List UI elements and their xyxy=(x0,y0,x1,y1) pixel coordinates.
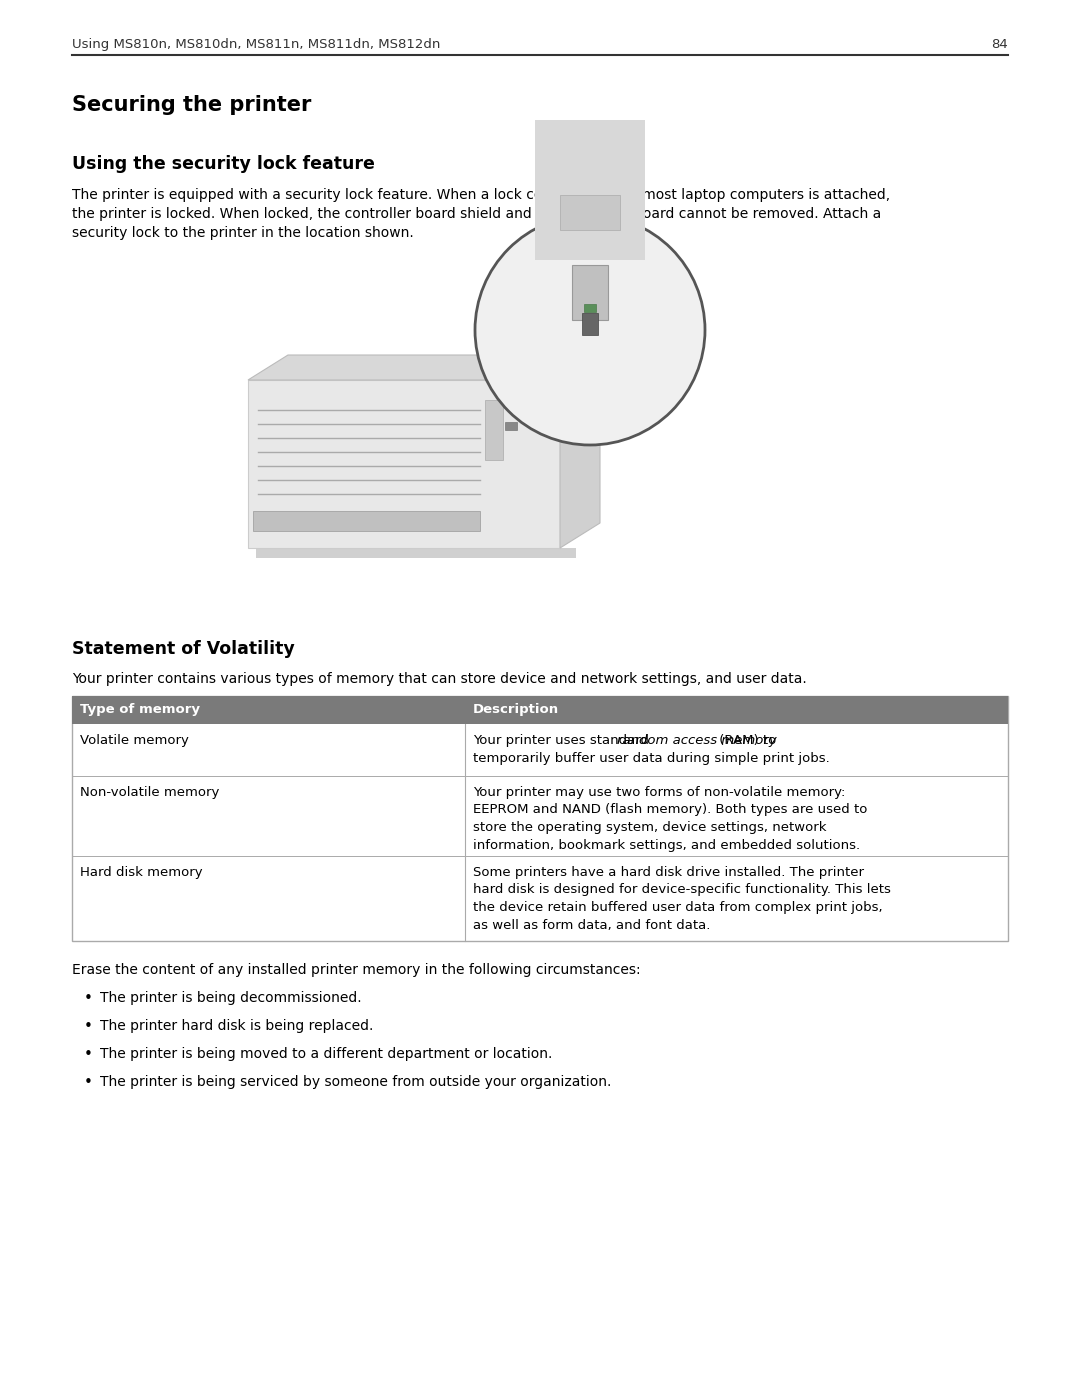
Bar xyxy=(505,422,517,430)
Text: Type of memory: Type of memory xyxy=(80,703,200,717)
Text: Erase the content of any installed printer memory in the following circumstances: Erase the content of any installed print… xyxy=(72,963,640,977)
Text: The printer hard disk is being replaced.: The printer hard disk is being replaced. xyxy=(100,1018,374,1032)
Text: •: • xyxy=(84,1046,93,1062)
Text: the printer is locked. When locked, the controller board shield and the controll: the printer is locked. When locked, the … xyxy=(72,207,881,221)
Text: •: • xyxy=(84,1076,93,1090)
Bar xyxy=(535,120,645,260)
Bar xyxy=(582,313,598,335)
Bar xyxy=(584,305,596,312)
Text: •: • xyxy=(84,1018,93,1034)
Text: The printer is being moved to a different department or location.: The printer is being moved to a differen… xyxy=(100,1046,552,1060)
Text: Non-volatile memory: Non-volatile memory xyxy=(80,787,219,799)
Polygon shape xyxy=(248,355,600,380)
Text: Hard disk memory: Hard disk memory xyxy=(80,866,203,879)
Bar xyxy=(572,265,608,320)
Text: Your printer contains various types of memory that can store device and network : Your printer contains various types of m… xyxy=(72,672,807,686)
Text: Volatile memory: Volatile memory xyxy=(80,733,189,747)
Ellipse shape xyxy=(475,215,705,446)
Text: random access memory: random access memory xyxy=(617,733,777,747)
Bar xyxy=(72,696,1008,724)
Bar xyxy=(561,196,620,231)
Text: The printer is being decommissioned.: The printer is being decommissioned. xyxy=(100,990,362,1004)
Text: Using MS810n, MS810dn, MS811n, MS811dn, MS812dn: Using MS810n, MS810dn, MS811n, MS811dn, … xyxy=(72,38,441,52)
Text: Some printers have a hard disk drive installed. The printer
hard disk is designe: Some printers have a hard disk drive ins… xyxy=(473,866,891,932)
Text: Description: Description xyxy=(473,703,559,717)
Text: 84: 84 xyxy=(991,38,1008,52)
Text: Using the security lock feature: Using the security lock feature xyxy=(72,155,375,173)
Bar xyxy=(485,400,503,460)
Text: The printer is equipped with a security lock feature. When a lock compatible wit: The printer is equipped with a security … xyxy=(72,189,890,203)
Text: temporarily buffer user data during simple print jobs.: temporarily buffer user data during simp… xyxy=(473,752,829,766)
Text: Your printer uses standard: Your printer uses standard xyxy=(473,733,653,747)
Bar xyxy=(72,696,1008,942)
Text: Statement of Volatility: Statement of Volatility xyxy=(72,640,295,658)
Text: security lock to the printer in the location shown.: security lock to the printer in the loca… xyxy=(72,226,414,240)
Bar xyxy=(248,380,561,548)
Text: Securing the printer: Securing the printer xyxy=(72,95,311,115)
Text: Your printer may use two forms of non-volatile memory:
EEPROM and NAND (flash me: Your printer may use two forms of non-vo… xyxy=(473,787,867,852)
Text: The printer is being serviced by someone from outside your organization.: The printer is being serviced by someone… xyxy=(100,1076,611,1090)
Text: •: • xyxy=(84,990,93,1006)
Bar xyxy=(253,511,480,531)
Text: (RAM) to: (RAM) to xyxy=(715,733,775,747)
Polygon shape xyxy=(256,548,576,557)
Polygon shape xyxy=(561,355,600,548)
